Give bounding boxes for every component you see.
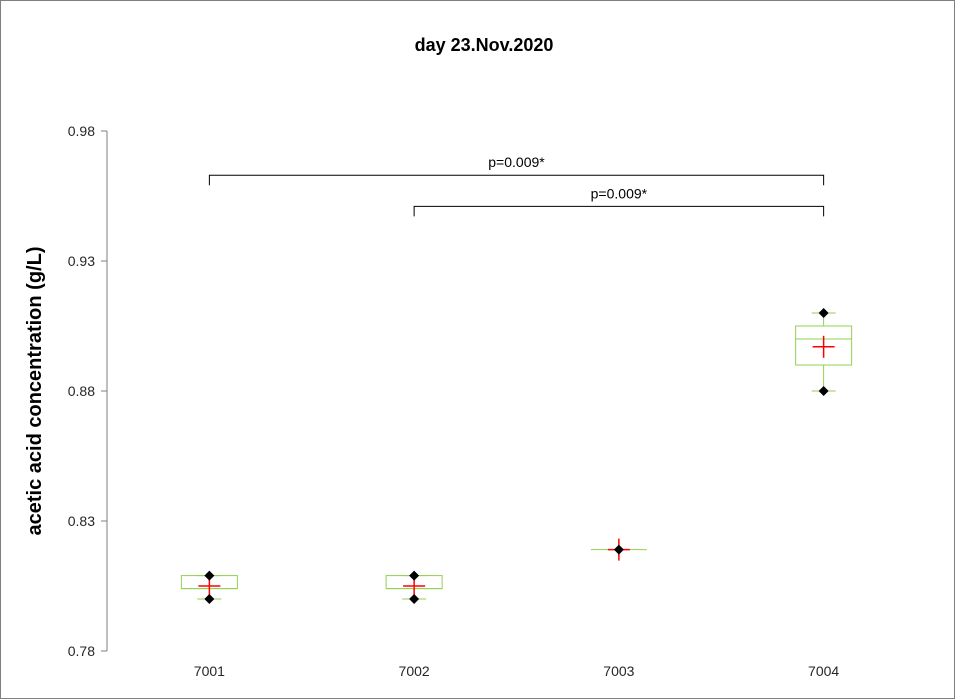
significance-bracket bbox=[208, 174, 825, 186]
y-axis-label: acetic acid concentration (g/L) bbox=[24, 247, 46, 536]
box bbox=[795, 325, 853, 366]
x-tick-label: 7004 bbox=[808, 663, 839, 679]
data-point bbox=[818, 308, 829, 318]
data-point bbox=[204, 570, 215, 581]
y-tick-label: 0.93 bbox=[68, 253, 95, 269]
data-point bbox=[409, 570, 420, 581]
y-tick-label: 0.83 bbox=[68, 513, 95, 529]
y-tick-label: 0.98 bbox=[68, 123, 95, 139]
x-tick-label: 7001 bbox=[194, 663, 225, 679]
y-tick-label: 0.88 bbox=[68, 383, 95, 399]
data-point bbox=[818, 386, 829, 396]
x-tick-label: 7002 bbox=[399, 663, 430, 679]
chart-marks: 0.78 0.83 0.88 0.93 0.98 7001 7002 7003 7004 p=0.… bbox=[68, 123, 853, 679]
y-tick-label: 0.78 bbox=[68, 643, 95, 659]
significance-label: p=0.009* bbox=[591, 185, 648, 201]
significance-label: p=0.009* bbox=[488, 154, 545, 170]
significance-bracket bbox=[413, 205, 825, 217]
data-point bbox=[204, 594, 215, 604]
data-point bbox=[613, 544, 624, 555]
x-tick-label: 7003 bbox=[603, 663, 634, 679]
chart-title: day 23.Nov.2020 bbox=[415, 35, 554, 55]
data-point bbox=[409, 594, 420, 604]
